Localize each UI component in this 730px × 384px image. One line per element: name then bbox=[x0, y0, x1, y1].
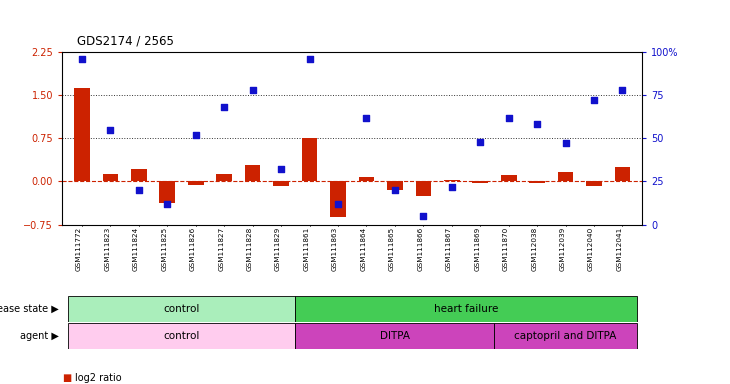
Point bbox=[617, 87, 629, 93]
Text: GSM111829: GSM111829 bbox=[275, 227, 281, 271]
Text: GSM111869: GSM111869 bbox=[474, 227, 480, 271]
Bar bbox=[296, 296, 637, 322]
Bar bbox=[74, 88, 90, 182]
Point bbox=[190, 132, 201, 138]
Bar bbox=[558, 172, 573, 182]
Point bbox=[218, 104, 230, 110]
Point bbox=[332, 201, 344, 207]
Text: GSM111866: GSM111866 bbox=[418, 227, 423, 271]
Bar bbox=[501, 175, 517, 182]
Point bbox=[389, 187, 401, 193]
Bar bbox=[68, 296, 296, 322]
Point bbox=[560, 141, 572, 147]
Bar bbox=[494, 323, 637, 349]
Bar bbox=[103, 174, 118, 182]
Text: GSM111861: GSM111861 bbox=[304, 227, 310, 271]
Text: GSM112041: GSM112041 bbox=[617, 227, 623, 271]
Bar bbox=[529, 182, 545, 183]
Bar bbox=[68, 323, 296, 349]
Point bbox=[474, 139, 486, 145]
Text: captopril and DITPA: captopril and DITPA bbox=[515, 331, 617, 341]
Text: GSM111825: GSM111825 bbox=[161, 227, 167, 271]
Point bbox=[503, 114, 515, 121]
Text: GSM111865: GSM111865 bbox=[389, 227, 395, 271]
Text: ■: ■ bbox=[62, 373, 72, 383]
Bar bbox=[273, 182, 289, 186]
Bar bbox=[301, 138, 318, 182]
Point bbox=[76, 56, 88, 62]
Point bbox=[133, 187, 145, 193]
Point bbox=[531, 121, 543, 127]
Text: log2 ratio: log2 ratio bbox=[75, 373, 122, 383]
Text: GSM112040: GSM112040 bbox=[588, 227, 594, 271]
Text: GSM111772: GSM111772 bbox=[76, 227, 82, 271]
Bar bbox=[296, 323, 494, 349]
Bar bbox=[615, 167, 630, 182]
Point bbox=[104, 127, 116, 133]
Text: control: control bbox=[164, 304, 200, 314]
Text: GSM111867: GSM111867 bbox=[446, 227, 452, 271]
Point bbox=[275, 166, 287, 172]
Bar bbox=[188, 182, 204, 185]
Bar bbox=[387, 182, 403, 190]
Text: GSM112039: GSM112039 bbox=[560, 227, 566, 271]
Text: GSM111863: GSM111863 bbox=[332, 227, 338, 271]
Text: GSM111824: GSM111824 bbox=[133, 227, 139, 271]
Text: agent ▶: agent ▶ bbox=[20, 331, 58, 341]
Text: GSM111870: GSM111870 bbox=[503, 227, 509, 271]
Bar bbox=[131, 169, 147, 182]
Bar bbox=[245, 166, 261, 182]
Bar bbox=[216, 174, 232, 182]
Text: control: control bbox=[164, 331, 200, 341]
Text: GSM111823: GSM111823 bbox=[104, 227, 110, 271]
Point bbox=[247, 87, 258, 93]
Point bbox=[304, 56, 315, 62]
Text: DITPA: DITPA bbox=[380, 331, 410, 341]
Bar bbox=[358, 177, 374, 182]
Text: disease state ▶: disease state ▶ bbox=[0, 304, 58, 314]
Text: GSM111827: GSM111827 bbox=[218, 227, 224, 271]
Point bbox=[361, 114, 372, 121]
Bar bbox=[586, 182, 602, 186]
Text: GDS2174 / 2565: GDS2174 / 2565 bbox=[77, 35, 174, 48]
Bar bbox=[444, 180, 460, 182]
Bar bbox=[159, 182, 175, 203]
Point bbox=[588, 97, 600, 103]
Text: heart failure: heart failure bbox=[434, 304, 498, 314]
Bar bbox=[330, 182, 346, 217]
Bar bbox=[415, 182, 431, 196]
Text: GSM111864: GSM111864 bbox=[361, 227, 366, 271]
Point bbox=[446, 184, 458, 190]
Point bbox=[161, 201, 173, 207]
Text: GSM111828: GSM111828 bbox=[247, 227, 253, 271]
Bar bbox=[472, 182, 488, 183]
Text: GSM111826: GSM111826 bbox=[190, 227, 196, 271]
Text: GSM112038: GSM112038 bbox=[531, 227, 537, 271]
Point bbox=[418, 213, 429, 219]
